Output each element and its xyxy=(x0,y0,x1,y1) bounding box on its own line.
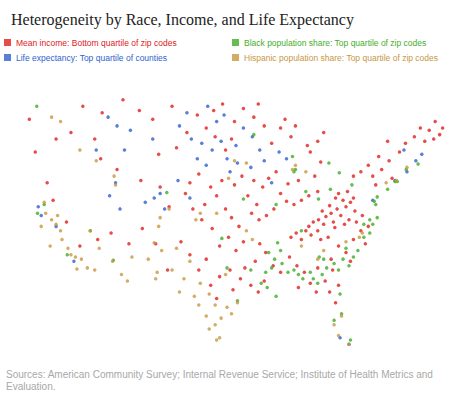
svg-text:Evaluation.: Evaluation. xyxy=(6,381,55,392)
svg-text:Life expectancy: Top quartile: Life expectancy: Top quartile of countie… xyxy=(16,53,167,63)
svg-text:Mean income: Bottom quartile o: Mean income: Bottom quartile of zip code… xyxy=(16,38,177,48)
svg-text:Heterogeneity by Race, Income,: Heterogeneity by Race, Income, and Life … xyxy=(11,11,354,29)
svg-text:Black population share: Top qu: Black population share: Top quartile of … xyxy=(244,38,426,48)
svg-text:Sources: American Community Su: Sources: American Community Survey; Inte… xyxy=(6,369,436,380)
svg-text:Hispanic population share: Top: Hispanic population share: Top quartile … xyxy=(244,53,438,63)
